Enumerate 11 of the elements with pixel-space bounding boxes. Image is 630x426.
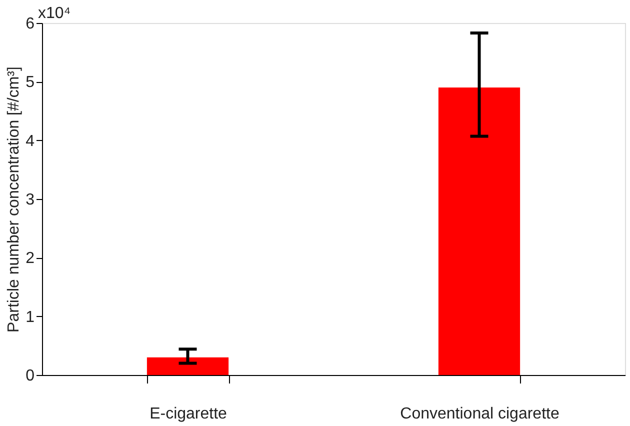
x-tick-label: Conventional cigarette xyxy=(400,406,560,422)
y-tick-label: 0 xyxy=(26,368,35,384)
y-tick-label: 5 xyxy=(26,74,35,92)
y-tick-label: 1 xyxy=(26,308,35,326)
y-tick-label: 3 xyxy=(26,192,35,208)
y-tick-label: 6 xyxy=(26,16,35,32)
y-tick-label: 2 xyxy=(26,250,35,268)
y-tick-label: 4 xyxy=(26,132,35,150)
x-tick-label: E-cigarette xyxy=(150,406,228,422)
text: x10⁴ xyxy=(38,5,71,22)
y-axis-title: Particle number concentration [#/cm³] xyxy=(6,66,23,332)
